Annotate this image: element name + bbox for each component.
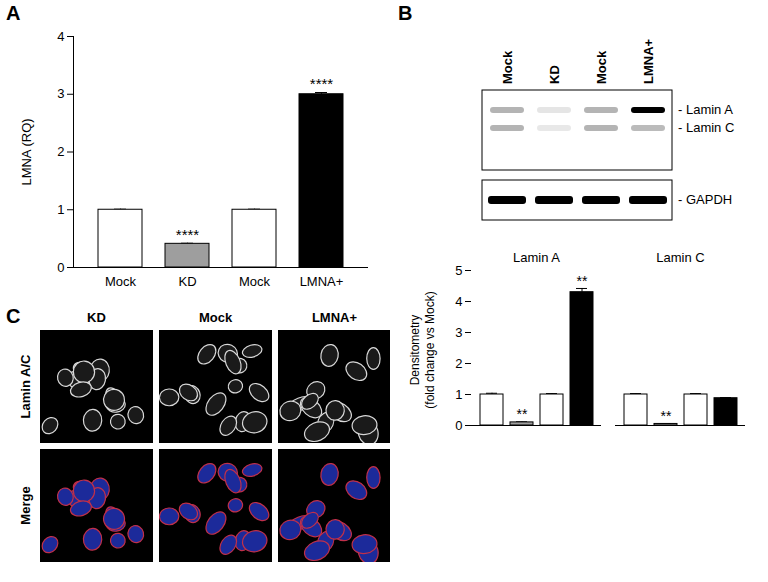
- svg-text:0: 0: [455, 418, 462, 433]
- svg-text:2: 2: [57, 144, 64, 159]
- svg-text:**: **: [517, 406, 528, 422]
- svg-text:LMNA+: LMNA+: [312, 310, 358, 325]
- svg-text:KD: KD: [547, 65, 562, 84]
- svg-text:Mock: Mock: [500, 50, 515, 84]
- svg-text:LMNA (RQ): LMNA (RQ): [19, 118, 34, 185]
- svg-text:3: 3: [57, 86, 64, 101]
- svg-text:5: 5: [455, 263, 462, 278]
- svg-text:Densitometry(fold change vs Mo: Densitometry(fold change vs Mock): [408, 291, 437, 408]
- svg-text:Mock: Mock: [199, 310, 233, 325]
- svg-text:LMNA+: LMNA+: [300, 274, 344, 289]
- svg-text:0: 0: [57, 260, 64, 275]
- svg-text:LMNA+: LMNA+: [641, 38, 656, 84]
- svg-text:Mock: Mock: [594, 50, 609, 84]
- svg-text:KD: KD: [178, 274, 196, 289]
- svg-text:1: 1: [455, 387, 462, 402]
- svg-text:KD: KD: [87, 310, 106, 325]
- html-text:C: C: [6, 305, 21, 327]
- svg-text:4: 4: [455, 294, 462, 309]
- svg-text:Merge: Merge: [18, 486, 33, 524]
- html-text:B: B: [398, 2, 413, 24]
- svg-text:- Lamin C: - Lamin C: [678, 120, 734, 135]
- svg-text:**: **: [661, 408, 672, 424]
- svg-text:1: 1: [57, 202, 64, 217]
- svg-text:- GAPDH: - GAPDH: [678, 192, 732, 207]
- svg-text:- Lamin A: - Lamin A: [678, 102, 733, 117]
- svg-text:****: ****: [176, 226, 200, 243]
- html-text:A: A: [6, 2, 21, 24]
- svg-text:Lamin A/C: Lamin A/C: [18, 354, 33, 418]
- svg-text:****: ****: [310, 75, 334, 92]
- svg-text:Lamin C: Lamin C: [656, 250, 704, 265]
- svg-text:4: 4: [57, 29, 64, 44]
- svg-text:**: **: [577, 273, 588, 289]
- svg-text:3: 3: [455, 325, 462, 340]
- svg-text:Lamin A: Lamin A: [513, 250, 560, 265]
- svg-text:2: 2: [455, 356, 462, 371]
- svg-text:Mock: Mock: [239, 274, 271, 289]
- svg-text:Mock: Mock: [105, 274, 137, 289]
